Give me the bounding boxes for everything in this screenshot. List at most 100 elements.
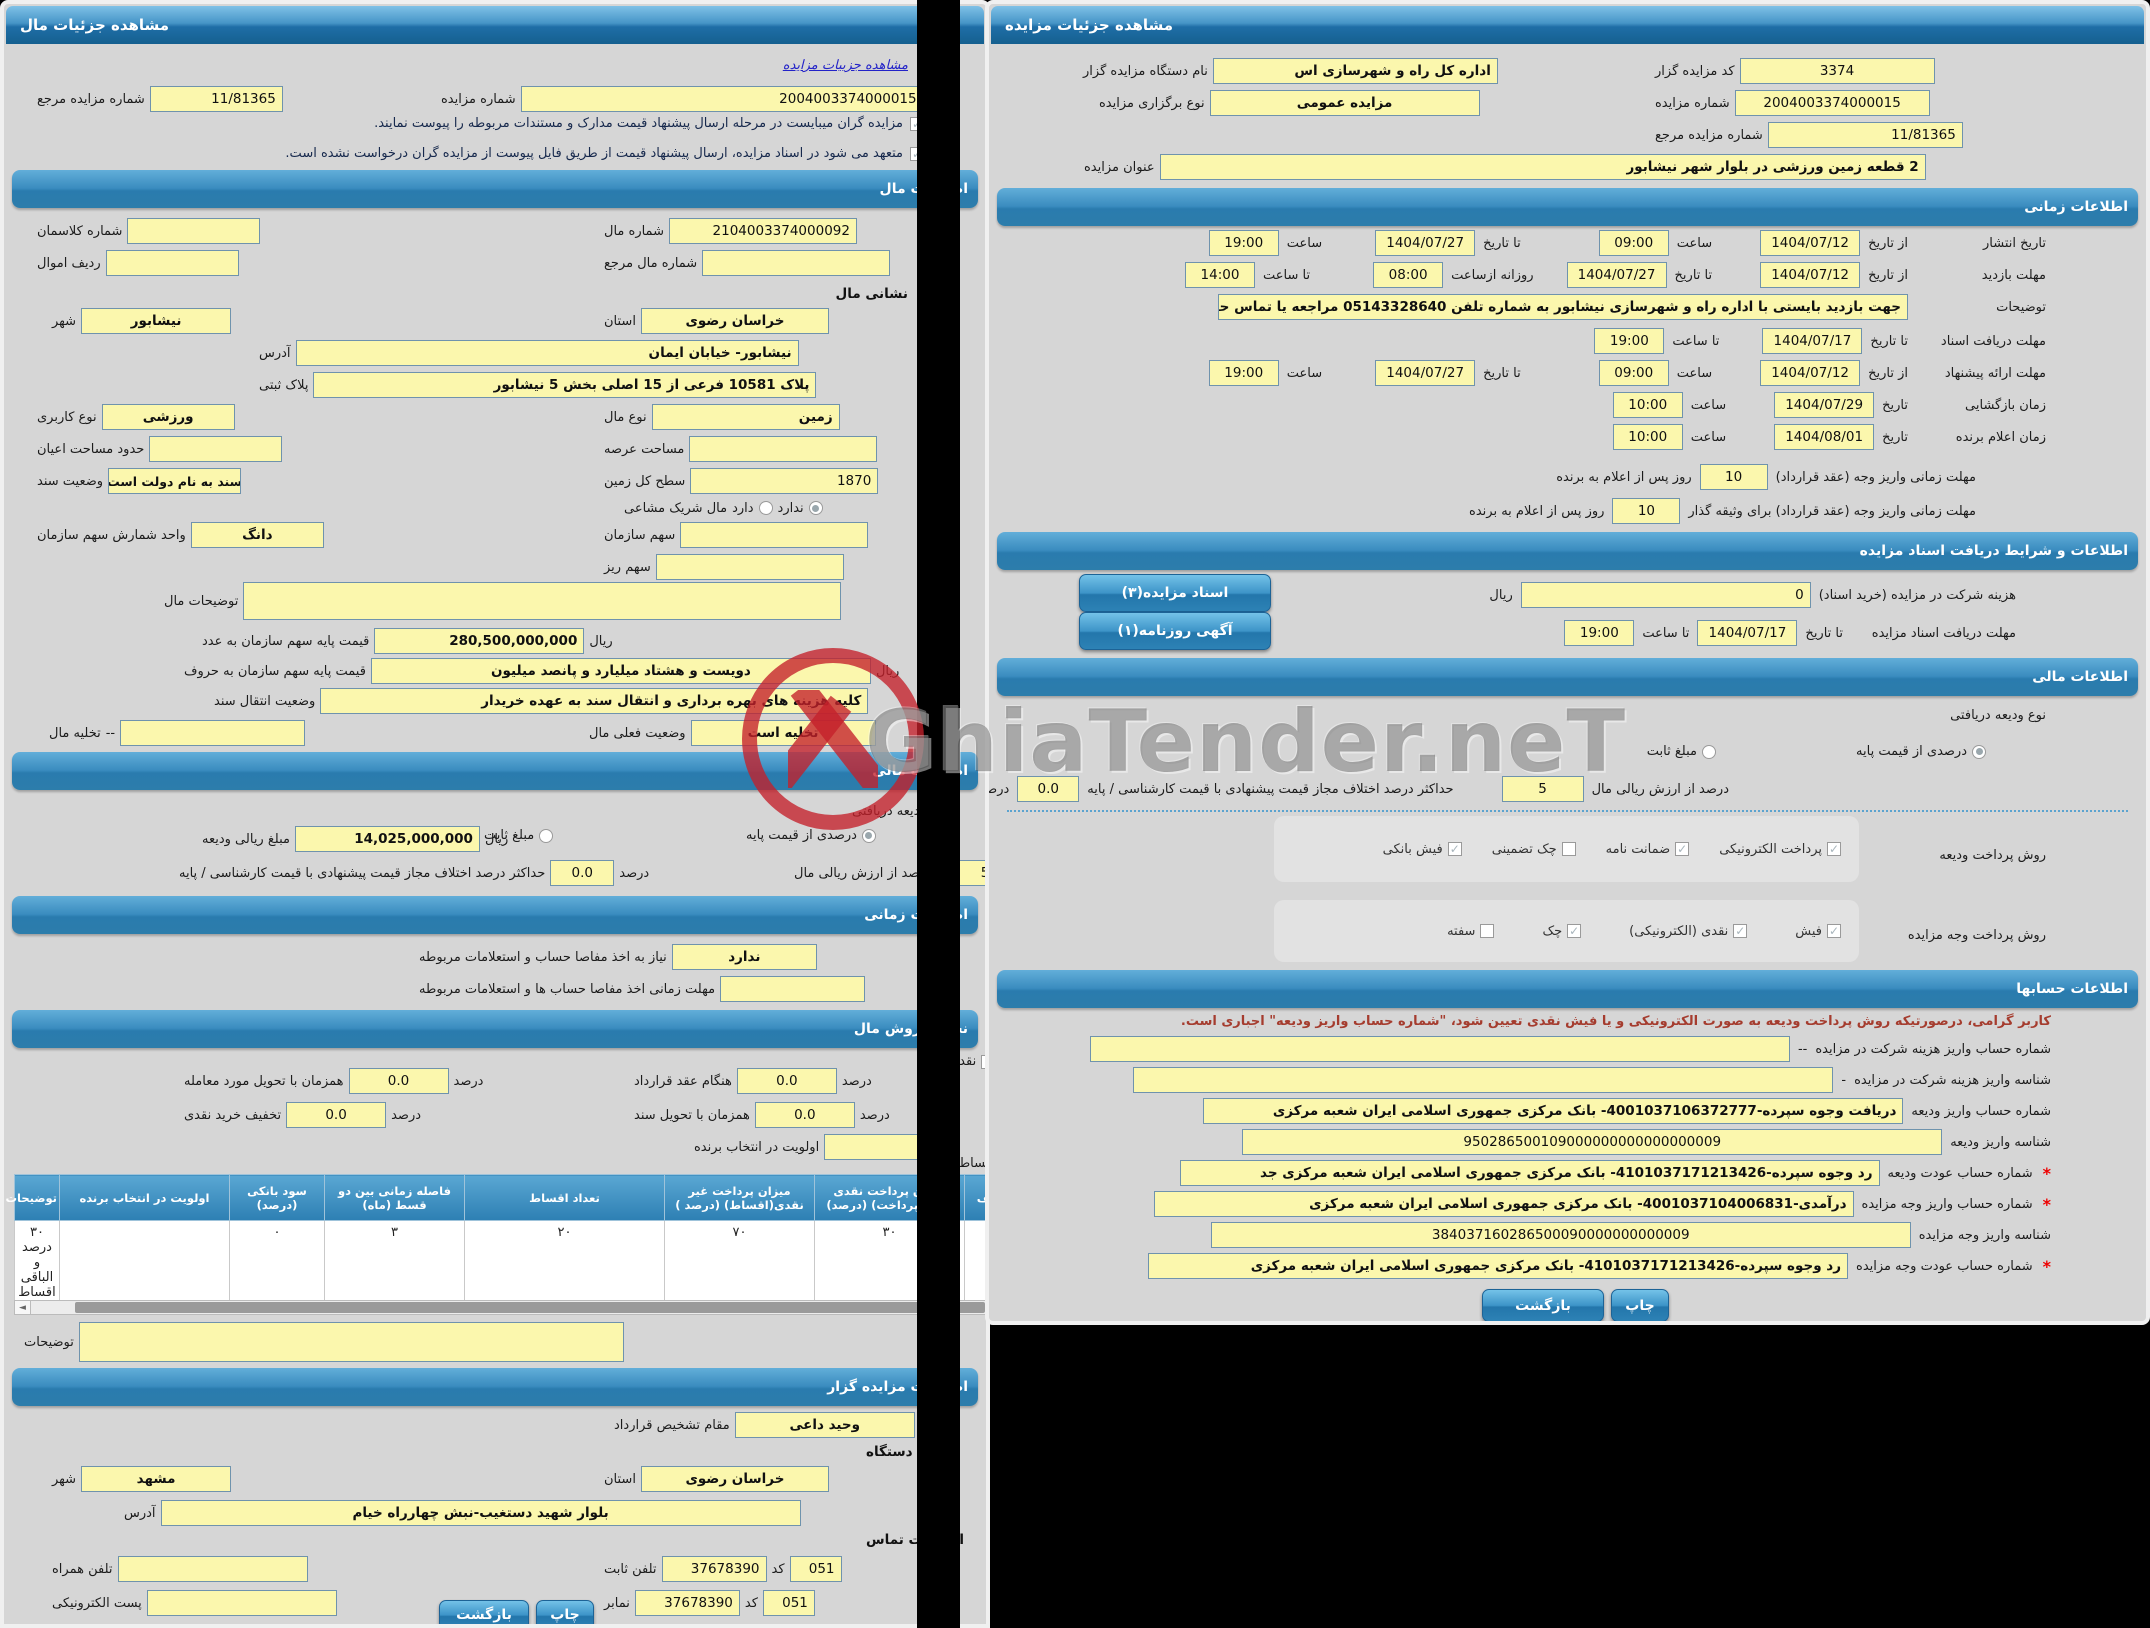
- back-button-right[interactable]: بازگشت: [1482, 1289, 1604, 1321]
- print-button-right[interactable]: چاپ: [1611, 1289, 1669, 1321]
- participation-fee-input[interactable]: 0: [1520, 582, 1811, 608]
- auction-ref-input[interactable]: 11/81365: [149, 86, 283, 112]
- deposit-fixed-radio[interactable]: [1702, 744, 1716, 759]
- auction-subject-input[interactable]: 2 قطعه زمین ورزشی در بلوار شهر نیشابور: [1159, 154, 1926, 180]
- land-area-input[interactable]: [689, 436, 878, 462]
- award-date-input[interactable]: 1404/08/01: [1774, 424, 1875, 450]
- guarantee-checkbox[interactable]: [1675, 842, 1690, 856]
- pay-deadline2-input[interactable]: 10: [1612, 498, 1681, 524]
- auctioneer-city-input[interactable]: مشهد: [81, 1466, 232, 1492]
- deposit-amount-input[interactable]: 14,025,000,000: [294, 826, 480, 852]
- deposit-account-input[interactable]: دریافت وجوه سپرده-4001037106372777- بانک…: [1203, 1098, 1904, 1124]
- percent-of-value-input[interactable]: 5: [1501, 776, 1584, 802]
- cash-electronic-checkbox[interactable]: [1733, 924, 1748, 938]
- visit-daily-from-input[interactable]: 08:00: [1373, 262, 1444, 288]
- print-button-left[interactable]: چاپ: [536, 1600, 594, 1624]
- phone-input[interactable]: 37678390: [661, 1556, 767, 1582]
- deposit-percent-radio[interactable]: [861, 828, 876, 843]
- docs-to-input[interactable]: 1404/07/17: [1762, 328, 1863, 354]
- auctioneer-province-input[interactable]: خراسان رضوی: [640, 1466, 829, 1492]
- clearance-input[interactable]: ندارد: [671, 944, 817, 970]
- fee-return-input[interactable]: رد وجوه سپرده-4101037171213426- بانک مرک…: [1148, 1253, 1849, 1279]
- fax-code-input[interactable]: 051: [762, 1590, 815, 1616]
- cash-checkbox[interactable]: [981, 1054, 986, 1069]
- asset-row-input[interactable]: [105, 250, 239, 276]
- at-contract-input[interactable]: 0.0: [736, 1068, 837, 1094]
- auction-type-input[interactable]: مزایده عمومی: [1209, 90, 1480, 116]
- org-name-input[interactable]: اداره کل راه و شهرسازی اس: [1212, 58, 1498, 84]
- slip-checkbox[interactable]: [1827, 924, 1841, 938]
- at-deed-input[interactable]: 0.0: [754, 1102, 855, 1128]
- deposit-fixed-radio[interactable]: [539, 828, 554, 843]
- at-delivery-input[interactable]: 0.0: [348, 1068, 449, 1094]
- deed-status-input[interactable]: سند به نام دولت است: [108, 468, 242, 494]
- pay-deadline-input[interactable]: 10: [1699, 464, 1768, 490]
- org-share-input[interactable]: [680, 522, 869, 548]
- publish-from-input[interactable]: 1404/07/12: [1760, 230, 1861, 256]
- authority-input[interactable]: وحید داعی: [734, 1412, 915, 1438]
- fax-input[interactable]: 37678390: [634, 1590, 740, 1616]
- back-button-left[interactable]: بازگشت: [439, 1600, 529, 1624]
- city-input[interactable]: نیشابور: [81, 308, 232, 334]
- fee-pay-account-input[interactable]: درآمدی-4001037104006831- بانک مرکزی جمهو…: [1153, 1191, 1854, 1217]
- phone-code-input[interactable]: 051: [789, 1556, 842, 1582]
- province-input[interactable]: خراسان رضوی: [640, 308, 829, 334]
- auction-ref-input[interactable]: 11/81365: [1767, 122, 1963, 148]
- deposit-id-input[interactable]: 950286500109000000000000000009: [1242, 1129, 1943, 1155]
- sale-desc-input[interactable]: [78, 1322, 624, 1362]
- scroll-left-arrow-icon[interactable]: ◄: [15, 1301, 31, 1314]
- promissory-checkbox[interactable]: [1480, 924, 1495, 938]
- address-input[interactable]: نیشابور- خیابان ایمان: [295, 340, 799, 366]
- email-input[interactable]: [146, 1590, 337, 1616]
- docs-deadline-time-input[interactable]: 19:00: [1564, 620, 1635, 646]
- secured-check-checkbox[interactable]: [1561, 842, 1576, 856]
- offer-to-input[interactable]: 1404/07/27: [1375, 360, 1476, 386]
- deposit-percent-radio[interactable]: [1972, 744, 1986, 759]
- auction-docs-button[interactable]: اسناد مزایده(۳): [1079, 574, 1271, 612]
- shared-no-radio[interactable]: [808, 501, 823, 515]
- share-unit-input[interactable]: دانگ: [190, 522, 324, 548]
- total-land-input[interactable]: 1870: [690, 468, 879, 494]
- auction-no-input[interactable]: 2004003374000015: [1734, 90, 1930, 116]
- offer-to-time-input[interactable]: 19:00: [1208, 360, 1279, 386]
- max-diff-input[interactable]: 0.0: [1017, 776, 1080, 802]
- cheque-checkbox[interactable]: [1567, 924, 1582, 938]
- evacuation-input[interactable]: [120, 720, 306, 746]
- clearance-deadline-input[interactable]: [720, 976, 866, 1002]
- publish-to-input[interactable]: 1404/07/27: [1375, 230, 1476, 256]
- table-horizontal-scrollbar[interactable]: ◄: [14, 1300, 986, 1315]
- visit-daily-to-input[interactable]: 14:00: [1185, 262, 1255, 288]
- epay-checkbox[interactable]: [1827, 842, 1841, 856]
- building-area-input[interactable]: [149, 436, 283, 462]
- base-price-input[interactable]: 280,500,000,000: [374, 628, 585, 654]
- offer-from-input[interactable]: 1404/07/12: [1760, 360, 1861, 386]
- shared-yes-radio[interactable]: [758, 501, 773, 515]
- base-price-words-input[interactable]: دویست و هشتاد میلیارد و پانصد میلیون: [370, 658, 871, 684]
- fee-account-input[interactable]: [1089, 1036, 1790, 1062]
- timing-desc-input[interactable]: جهت بازدید بایستی با اداره راه و شهرسازی…: [1218, 294, 1908, 320]
- usage-input[interactable]: ورزشی: [101, 404, 235, 430]
- docs-to-time-input[interactable]: 19:00: [1594, 328, 1665, 354]
- org-code-input[interactable]: 3374: [1739, 58, 1935, 84]
- asset-ref-input[interactable]: [702, 250, 891, 276]
- mobile-input[interactable]: [117, 1556, 308, 1582]
- deposit-return-input[interactable]: رد وجوه سپرده-4101037171213426- بانک مرک…: [1179, 1160, 1880, 1186]
- fee-id-input[interactable]: [1133, 1067, 1834, 1093]
- scrollbar-thumb[interactable]: [75, 1302, 985, 1313]
- publish-from-time-input[interactable]: 09:00: [1598, 230, 1669, 256]
- fee-pay-id-input[interactable]: 384037160286500090000000000009: [1210, 1222, 1911, 1248]
- visit-to-input[interactable]: 1404/07/27: [1566, 262, 1667, 288]
- sub-share-input[interactable]: [655, 554, 844, 580]
- visit-from-input[interactable]: 1404/07/12: [1760, 262, 1861, 288]
- winner-priority-input[interactable]: [824, 1134, 925, 1160]
- plate-input[interactable]: پلاک 10581 فرعی از 15 اصلی بخش 5 نیشابور: [313, 372, 817, 398]
- asset-no-input[interactable]: 2104003374000092: [668, 218, 857, 244]
- auction-no-input[interactable]: 2004003374000015: [520, 86, 924, 112]
- docs-deadline-date-input[interactable]: 1404/07/17: [1697, 620, 1798, 646]
- transfer-status-input[interactable]: کلیه هزینه های بهره برداری و انتقال سند …: [320, 688, 869, 714]
- cash-discount-input[interactable]: 0.0: [286, 1102, 387, 1128]
- asset-type-input[interactable]: زمین: [651, 404, 840, 430]
- property-desc-input[interactable]: [243, 582, 842, 620]
- offer-from-time-input[interactable]: 09:00: [1598, 360, 1669, 386]
- newspaper-ad-button[interactable]: آگهی روزنامه(۱): [1079, 612, 1271, 650]
